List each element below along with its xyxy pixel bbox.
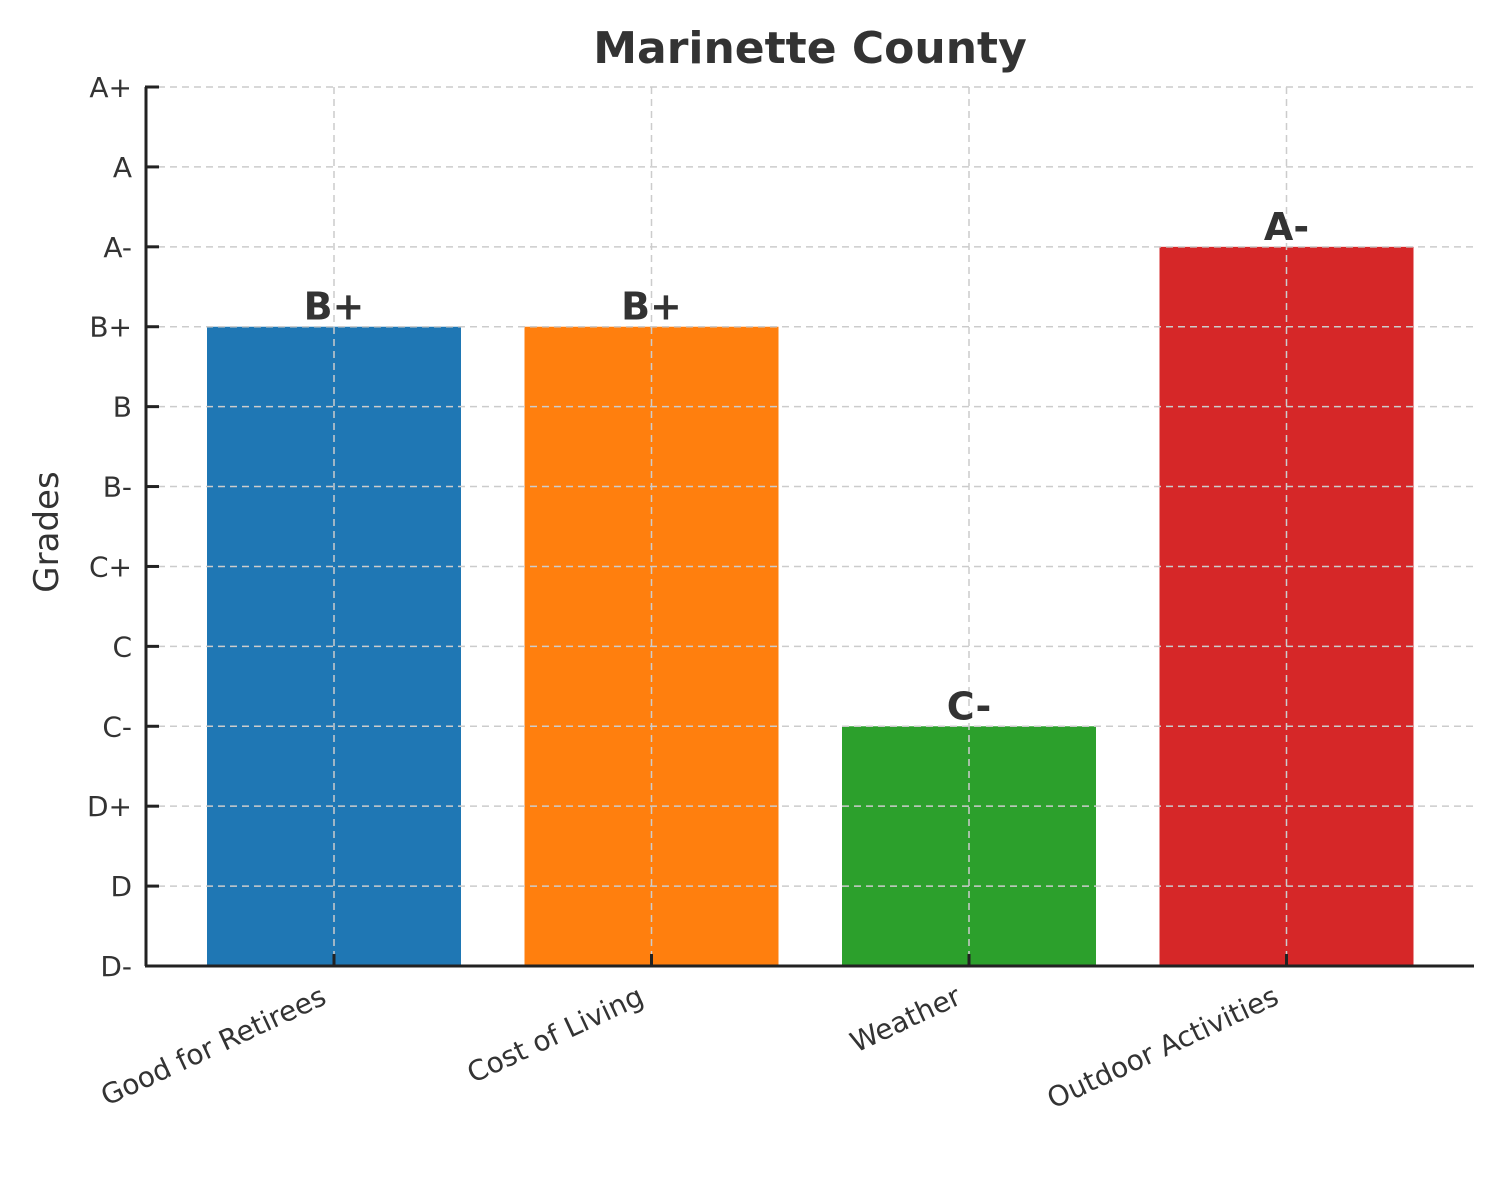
y-tick-label: C+ bbox=[89, 550, 132, 583]
y-tick-label: A- bbox=[103, 231, 132, 264]
y-tick-label: A+ bbox=[89, 71, 132, 104]
y-tick-label: B- bbox=[103, 471, 132, 504]
bar-value-label: A- bbox=[1264, 205, 1309, 249]
x-tick-label: Outdoor Activities bbox=[1042, 979, 1283, 1115]
y-tick-label: C- bbox=[102, 710, 132, 743]
bar-value-label: C- bbox=[947, 684, 992, 728]
x-tick-label: Cost of Living bbox=[462, 979, 648, 1089]
y-tick-label: D- bbox=[100, 950, 132, 983]
x-tick-label: Weather bbox=[845, 979, 966, 1059]
y-axis-label: Grades bbox=[27, 471, 67, 592]
y-tick-label: A bbox=[113, 151, 132, 184]
y-tick-label: B bbox=[113, 391, 132, 424]
axes bbox=[144, 85, 1474, 968]
bar-value-label: B+ bbox=[304, 285, 365, 329]
x-tick-label: Good for Retirees bbox=[96, 979, 331, 1112]
y-tick-label: C bbox=[112, 630, 132, 663]
bars bbox=[207, 246, 1414, 966]
bar-value-label: B+ bbox=[621, 285, 682, 329]
y-tick-label: D+ bbox=[87, 790, 132, 823]
y-tick-label: B+ bbox=[89, 311, 132, 344]
y-tick-label: D bbox=[110, 870, 132, 903]
grid-lines bbox=[146, 86, 1474, 966]
chart-title: Marinette County bbox=[593, 23, 1027, 74]
